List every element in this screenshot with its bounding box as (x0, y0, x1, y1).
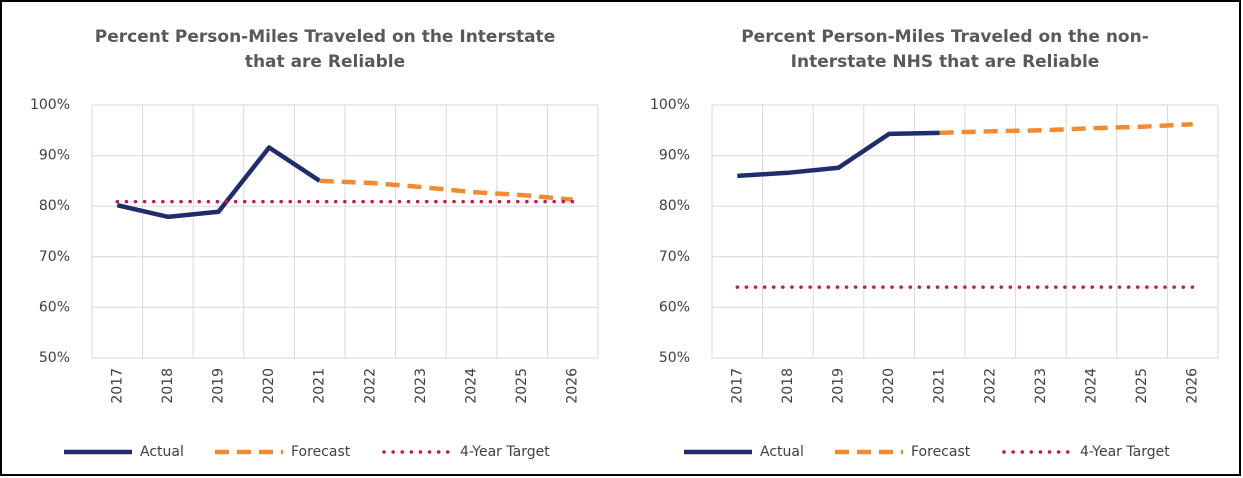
y-tick-label: 90% (659, 148, 690, 164)
x-tick-label: 2025 (514, 368, 530, 404)
x-tick-label: 2022 (362, 368, 378, 404)
series-line (116, 145, 321, 220)
y-tick-label: 50% (659, 350, 690, 366)
x-tick-label: 2020 (881, 368, 897, 404)
legend-label: Forecast (291, 444, 351, 460)
y-tick-label: 80% (659, 198, 690, 214)
x-tick-label: 2020 (261, 368, 277, 404)
x-tick-label: 2018 (160, 368, 176, 404)
y-tick-label: 80% (39, 198, 70, 214)
x-tick-label: 2025 (1134, 368, 1150, 404)
y-tick-label: 60% (39, 299, 70, 315)
x-tick-label: 2026 (565, 368, 581, 404)
x-tick-label: 2021 (312, 368, 328, 404)
x-tick-label: 2018 (780, 368, 796, 404)
legend-label: Forecast (911, 444, 971, 460)
x-tick-label: 2017 (729, 368, 745, 404)
x-tick-label: 2023 (413, 368, 429, 404)
x-tick-label: 2019 (211, 368, 227, 404)
y-tick-label: 100% (650, 97, 690, 113)
series-line (737, 130, 940, 179)
chart-title: Interstate NHS that are Reliable (791, 52, 1100, 72)
y-tick-label: 90% (39, 148, 70, 164)
y-tick-label: 100% (30, 97, 70, 113)
y-tick-label: 50% (39, 350, 70, 366)
x-tick-label: 2026 (1185, 368, 1201, 404)
chart-title: Percent Person-Miles Traveled on the non… (741, 27, 1149, 47)
legend-label: Actual (140, 444, 184, 460)
chart-title: Percent Person-Miles Traveled on the Int… (95, 27, 555, 47)
x-tick-label: 2019 (831, 368, 847, 404)
legend-label: Actual (760, 444, 804, 460)
legend-label: 4-Year Target (460, 444, 550, 460)
x-tick-label: 2017 (109, 368, 125, 404)
y-tick-label: 60% (659, 299, 690, 315)
x-tick-label: 2023 (1033, 368, 1049, 404)
x-tick-label: 2024 (464, 368, 480, 404)
legend-label: 4-Year Target (1080, 444, 1170, 460)
x-tick-label: 2021 (932, 368, 948, 404)
series-line (939, 121, 1193, 136)
y-tick-label: 70% (659, 249, 690, 265)
y-tick-label: 70% (39, 249, 70, 265)
chart-title: that are Reliable (245, 52, 405, 72)
series-line (319, 178, 573, 202)
x-tick-label: 2022 (982, 368, 998, 404)
x-tick-label: 2024 (1084, 368, 1100, 404)
